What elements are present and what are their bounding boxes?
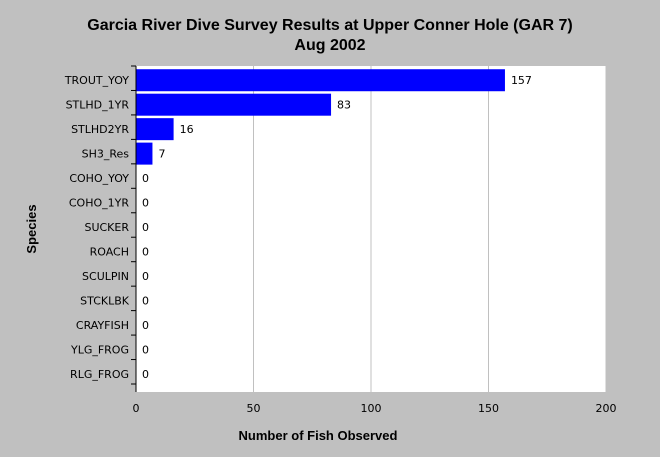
data-label-crayfish: 0	[142, 319, 149, 332]
data-label-sculpin: 0	[142, 270, 149, 283]
data-label-trout_yoy: 157	[511, 74, 532, 87]
x-tick-label-100: 100	[361, 402, 382, 415]
category-label-trout_yoy: TROUT_YOY	[64, 74, 129, 87]
x-tick-label-200: 200	[596, 402, 617, 415]
category-label-coho_1yr: COHO_1YR	[69, 197, 129, 210]
data-label-stlhd2yr: 16	[180, 123, 194, 136]
x-tick-labels: 0 50 100 150 200	[133, 402, 617, 415]
category-label-coho_yoy: COHO_YOY	[69, 172, 129, 185]
chart-title: Garcia River Dive Survey Results at Uppe…	[87, 17, 572, 34]
category-label-rlg_frog: RLG_FROG	[70, 368, 129, 381]
data-label-coho_yoy: 0	[142, 172, 149, 185]
category-label-roach: ROACH	[90, 245, 129, 258]
category-label-stcklbk: STCKLBK	[80, 294, 130, 307]
category-labels: TROUT_YOY STLHD_1YR STLHD2YR SH3_Res COHO_YO…	[64, 74, 130, 381]
axes	[131, 65, 137, 392]
bar-sh3_res	[136, 142, 153, 165]
data-label-ylg_frog: 0	[142, 343, 149, 356]
category-label-crayfish: CRAYFISH	[76, 319, 129, 332]
category-label-sucker: SUCKER	[84, 221, 129, 234]
x-tick-label-150: 150	[478, 402, 499, 415]
x-tick-label-0: 0	[133, 402, 140, 415]
category-label-stlhd2yr: STLHD2YR	[71, 123, 129, 136]
category-label-sculpin: SCULPIN	[82, 270, 129, 283]
data-label-stlhd_1yr: 83	[337, 99, 351, 112]
category-label-stlhd_1yr: STLHD_1YR	[66, 99, 130, 112]
data-label-sh3_res: 7	[158, 148, 165, 161]
data-label-sucker: 0	[142, 221, 149, 234]
bar-trout_yoy	[136, 69, 505, 92]
data-label-roach: 0	[142, 245, 149, 258]
bar-stlhd_1yr	[136, 93, 332, 116]
data-label-stcklbk: 0	[142, 294, 149, 307]
chart-subtitle: Aug 2002	[294, 37, 365, 54]
category-label-ylg_frog: YLG_FROG	[70, 343, 129, 356]
category-label-sh3_res: SH3_Res	[82, 148, 130, 161]
x-tick-label-50: 50	[247, 402, 261, 415]
bar-stlhd2yr	[136, 118, 174, 141]
bars	[136, 69, 505, 165]
gridlines	[253, 66, 607, 392]
y-axis-title: Species	[24, 204, 39, 253]
data-label-rlg_frog: 0	[142, 368, 149, 381]
data-label-coho_1yr: 0	[142, 197, 149, 210]
x-axis-title: Number of Fish Observed	[239, 428, 398, 443]
